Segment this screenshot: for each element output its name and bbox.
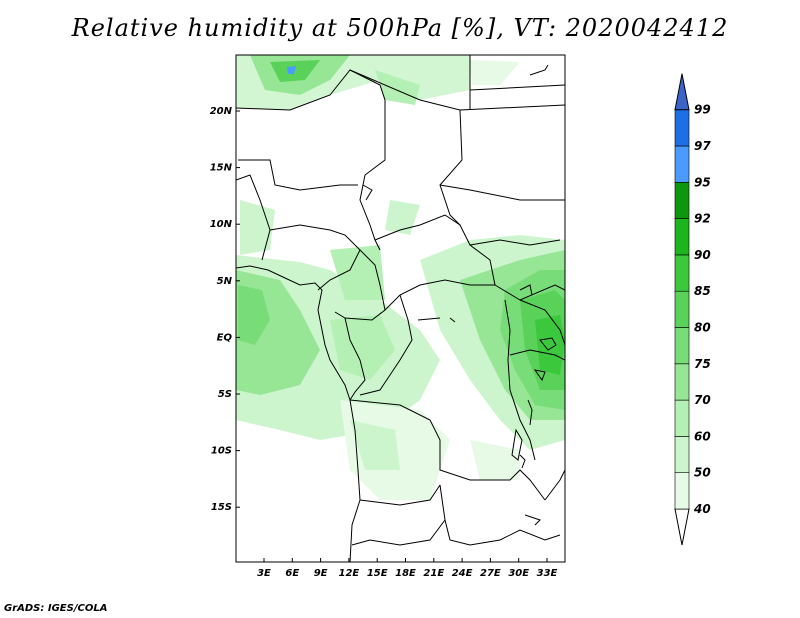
colorbar: 40 50 60 70 75 80 85 90 92 95 97 99 [674, 73, 711, 546]
colorbar-label: 50 [694, 466, 711, 480]
longitude-label: 27E [480, 568, 501, 579]
latitude-label: 20N [210, 106, 233, 117]
humidity-field [236, 55, 565, 500]
longitude-label: 3E [257, 568, 271, 579]
chart-title: Relative humidity at 500hPa [%], VT: 202… [71, 14, 729, 42]
colorbar-label: 95 [694, 175, 711, 189]
longitude-axis: 3E 6E 9E 12E 15E 18E 21E 24E 27E 30E 33E [257, 558, 558, 579]
colorbar-segment [674, 508, 690, 546]
latitude-label: 5N [217, 276, 233, 287]
latitude-axis: 20N 15N 10N 5N EQ 5S 10S 15S [210, 106, 240, 513]
colorbar-segment [674, 363, 690, 401]
latitude-label: 10N [210, 219, 233, 230]
longitude-label: 12E [339, 568, 360, 579]
latitude-label: 15S [211, 502, 232, 513]
colorbar-segment [674, 472, 690, 510]
colorbar-label: 90 [694, 248, 711, 262]
colorbar-segment [674, 182, 690, 219]
longitude-label: 21E [423, 568, 444, 579]
colorbar-segment [674, 327, 690, 365]
latitude-label: 15N [210, 163, 233, 174]
colorbar-label: 80 [694, 321, 711, 335]
colorbar-label: 75 [694, 357, 711, 371]
latitude-label: 5S [218, 389, 232, 400]
longitude-label: 6E [285, 568, 299, 579]
credit-label: GrADS: IGES/COLA [4, 603, 108, 614]
map-frame [235, 54, 566, 563]
colorbar-label: 92 [694, 212, 711, 226]
colorbar-label: 85 [694, 284, 711, 298]
colorbar-segment [674, 254, 690, 292]
colorbar-label: 97 [694, 139, 711, 153]
country-borders [236, 55, 565, 562]
colorbar-label: 40 [693, 502, 711, 516]
colorbar-segment [674, 218, 690, 256]
longitude-label: 9E [314, 568, 328, 579]
colorbar-segment [674, 436, 690, 473]
longitude-label: 24E [452, 568, 473, 579]
colorbar-segment [674, 109, 690, 147]
longitude-label: 33E [537, 568, 558, 579]
colorbar-label: 70 [694, 393, 711, 407]
colorbar-label: 99 [694, 103, 711, 117]
longitude-label: 15E [367, 568, 388, 579]
colorbar-segment [674, 145, 690, 183]
latitude-label: EQ [217, 332, 233, 343]
colorbar-segment [674, 290, 690, 328]
longitude-label: 18E [395, 568, 416, 579]
colorbar-segment [674, 399, 690, 437]
colorbar-segment [674, 73, 690, 111]
longitude-label: 30E [508, 568, 529, 579]
colorbar-label: 60 [694, 429, 711, 443]
latitude-label: 10S [211, 446, 232, 457]
